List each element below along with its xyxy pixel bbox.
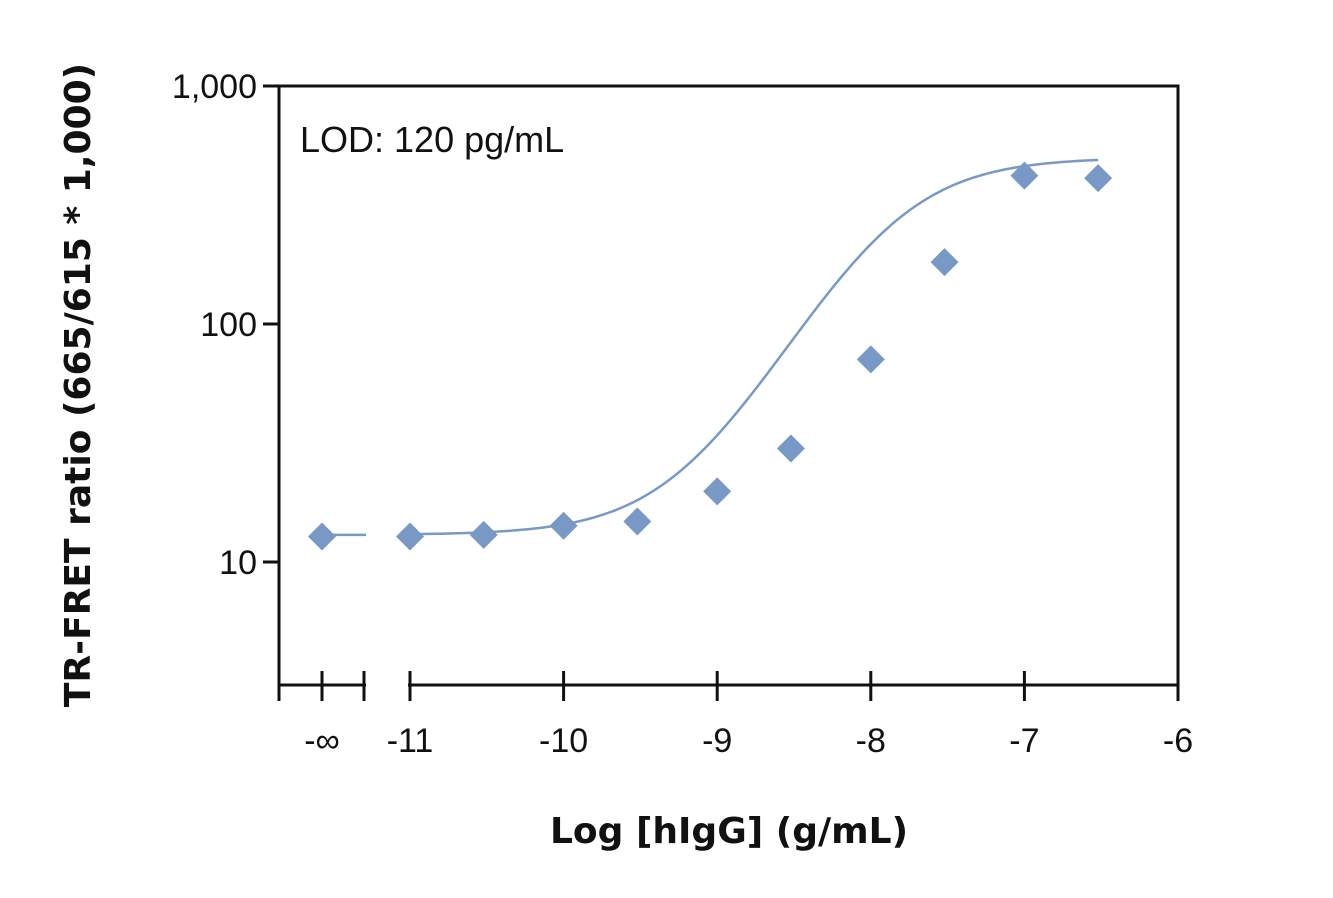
data-point xyxy=(1084,164,1113,193)
x-tick-label-neg-infinity: -∞ xyxy=(304,722,340,760)
data-point xyxy=(856,345,885,374)
y-tick-label: 100 xyxy=(200,306,257,344)
data-point xyxy=(703,477,732,506)
x-tick-label: -9 xyxy=(702,722,732,760)
data-point xyxy=(549,511,578,540)
data-point xyxy=(469,520,498,549)
y-axis-title: TR-FRET ratio (665/615 * 1,000) xyxy=(58,63,99,707)
x-axis-title: Log [hIgG] (g/mL) xyxy=(550,811,908,852)
data-point xyxy=(623,507,652,536)
x-tick-label: -8 xyxy=(856,722,886,760)
x-tick-label: -10 xyxy=(539,722,588,760)
plot-area-frame xyxy=(277,84,1180,687)
fit-curve-layer xyxy=(322,158,1099,537)
x-tick-label: -6 xyxy=(1163,722,1193,760)
data-point xyxy=(1010,161,1039,190)
x-tick-label: -7 xyxy=(1009,722,1039,760)
data-point xyxy=(396,522,424,551)
y-axis-ticks: 10 100 1,000 xyxy=(172,68,279,582)
data-point xyxy=(930,248,959,277)
data-point xyxy=(776,434,805,463)
fit-curve xyxy=(409,158,1099,536)
y-tick-label: 10 xyxy=(219,544,257,582)
x-axis-ticks: -∞ -11 -10 -9 -8 -7 -6 xyxy=(277,671,1193,760)
y-tick-label: 1,000 xyxy=(172,68,257,106)
data-points-layer xyxy=(308,161,1113,551)
x-tick-label: -11 xyxy=(387,722,434,760)
lod-annotation: LOD: 120 pg/mL xyxy=(300,119,564,160)
x-axis-break-gap xyxy=(366,683,408,688)
blank-data-point xyxy=(308,522,336,551)
